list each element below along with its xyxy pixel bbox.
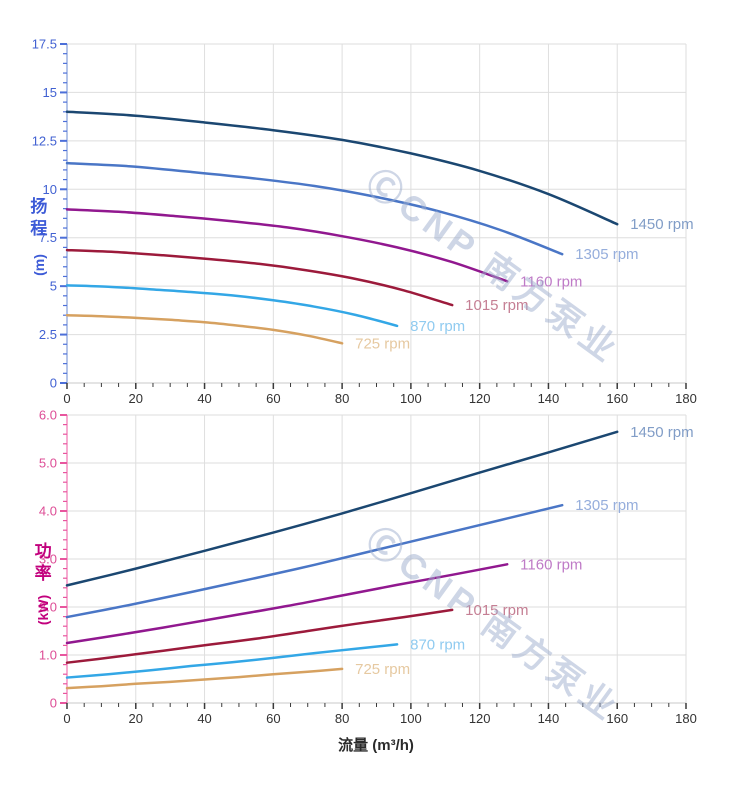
head-vs-flow-x-tick-label: 20 <box>129 391 143 406</box>
curve-1305-rpm <box>65 503 564 619</box>
curve-1160-rpm <box>65 563 509 645</box>
curve-1160-rpm <box>65 208 509 283</box>
power-vs-flow-x-tick-label: 0 <box>63 711 70 726</box>
head-vs-flow-x-tick-label: 180 <box>675 391 697 406</box>
curve-1450-rpm <box>65 430 619 587</box>
power-vs-flow-x-tick-label: 160 <box>606 711 628 726</box>
head-vs-flow-y-tick-label: 0 <box>50 376 57 391</box>
power-vs-flow-x-tick-label: 80 <box>335 711 349 726</box>
power-vs-flow-x-tick-label: 120 <box>469 711 491 726</box>
head-vs-flow-y-tick-label: 5 <box>50 279 57 294</box>
curve-1015-rpm <box>65 608 454 664</box>
curve-1015-rpm <box>65 248 454 307</box>
series-label-1160-rpm: 1160 rpm <box>520 273 582 290</box>
power-axis-title: 功 率 (kW) <box>28 541 58 625</box>
head-axis-unit: (m) <box>30 254 47 276</box>
head-vs-flow-y-ticks: 0 2.5 5 7.5 10 12.5 15 17.5 <box>32 37 67 391</box>
head-vs-flow-x-tick-label: 60 <box>266 391 280 406</box>
series-label-725-rpm: 725 rpm <box>355 661 410 678</box>
head-vs-flow-x-tick-label: 120 <box>469 391 491 406</box>
series-label-1450-rpm: 1450 rpm <box>630 424 693 441</box>
power-vs-flow-x-tick-label: 20 <box>129 711 143 726</box>
head-axis-title: 扬 程 (m) <box>28 196 50 276</box>
power-vs-flow-y-tick-label: 4.0 <box>39 504 57 519</box>
power-vs-flow-x-tick-label: 40 <box>197 711 211 726</box>
head-vs-flow-x-tick-label: 80 <box>335 391 349 406</box>
head-vs-flow-y-tick-label: 10 <box>43 182 57 197</box>
power-vs-flow-y-tick-label: 6.0 <box>39 408 57 423</box>
head-vs-flow-chart: 0 2.5 5 7.5 10 12.5 15 17.5 0 20 40 60 80 100 120 140 16… <box>32 37 697 407</box>
head-axis-title-char2: 程 <box>30 219 48 238</box>
power-axis-title-char1: 功 <box>34 542 52 561</box>
series-label-1450-rpm: 1450 rpm <box>630 216 693 233</box>
head-vs-flow-x-tick-label: 40 <box>197 391 211 406</box>
power-vs-flow-x-tick-label: 100 <box>400 711 422 726</box>
power-vs-flow-x-tick-label: 60 <box>266 711 280 726</box>
curve-870-rpm <box>65 284 399 328</box>
series-label-1305-rpm: 1305 rpm <box>575 497 638 514</box>
power-vs-flow-y-tick-label: 5.0 <box>39 456 57 471</box>
series-label-1015-rpm: 1015 rpm <box>465 297 528 314</box>
series-label-1015-rpm: 1015 rpm <box>465 602 528 619</box>
power-axis-unit: (kW) <box>35 594 52 626</box>
power-vs-flow-grid <box>67 414 687 703</box>
power-vs-flow-x-ticks: 0 20 40 60 80 100 120 140 160 180 <box>63 703 697 726</box>
head-vs-flow-y-tick-label: 7.5 <box>39 230 57 245</box>
curve-1305-rpm <box>65 161 564 256</box>
power-vs-flow-y-tick-label: 0 <box>50 696 57 711</box>
head-vs-flow-y-tick-label: 15 <box>43 85 57 100</box>
curve-725-rpm <box>65 313 344 345</box>
head-axis-title-char1: 扬 <box>30 197 48 216</box>
power-vs-flow-chart: 0 1.0 2.0 3.0 4.0 5.0 6.0 0 20 40 60 80 100 120 140 160… <box>39 408 697 727</box>
head-vs-flow-y-tick-label: 2.5 <box>39 327 57 342</box>
series-label-870-rpm: 870 rpm <box>410 318 465 335</box>
power-vs-flow-y-tick-label: 2.0 <box>39 600 57 615</box>
head-vs-flow-x-tick-label: 0 <box>63 391 70 406</box>
head-vs-flow-x-tick-label: 100 <box>400 391 422 406</box>
head-vs-flow-x-tick-label: 140 <box>538 391 560 406</box>
head-vs-flow-y-tick-label: 17.5 <box>32 37 57 52</box>
curve-1450-rpm <box>65 110 619 226</box>
power-vs-flow-y-tick-label: 1.0 <box>39 648 57 663</box>
curve-870-rpm <box>65 643 399 679</box>
head-vs-flow-grid <box>67 43 687 383</box>
curve-725-rpm <box>65 667 344 690</box>
head-vs-flow-x-ticks: 0 20 40 60 80 100 120 140 160 180 <box>63 383 697 406</box>
power-vs-flow-x-tick-label: 180 <box>675 711 697 726</box>
power-vs-flow-y-tick-label: 3.0 <box>39 552 57 567</box>
series-label-1305-rpm: 1305 rpm <box>575 246 638 263</box>
head-vs-flow-x-tick-label: 160 <box>606 391 628 406</box>
power-vs-flow-y-ticks: 0 1.0 2.0 3.0 4.0 5.0 6.0 <box>39 408 67 711</box>
series-label-870-rpm: 870 rpm <box>410 636 465 653</box>
series-label-1160-rpm: 1160 rpm <box>520 556 582 573</box>
power-axis-title-char2: 率 <box>34 564 52 583</box>
series-label-725-rpm: 725 rpm <box>355 335 410 352</box>
power-vs-flow-x-tick-label: 140 <box>538 711 560 726</box>
head-vs-flow-y-tick-label: 12.5 <box>32 133 57 148</box>
flow-axis-title: 流量 (m³/h) <box>338 737 414 754</box>
